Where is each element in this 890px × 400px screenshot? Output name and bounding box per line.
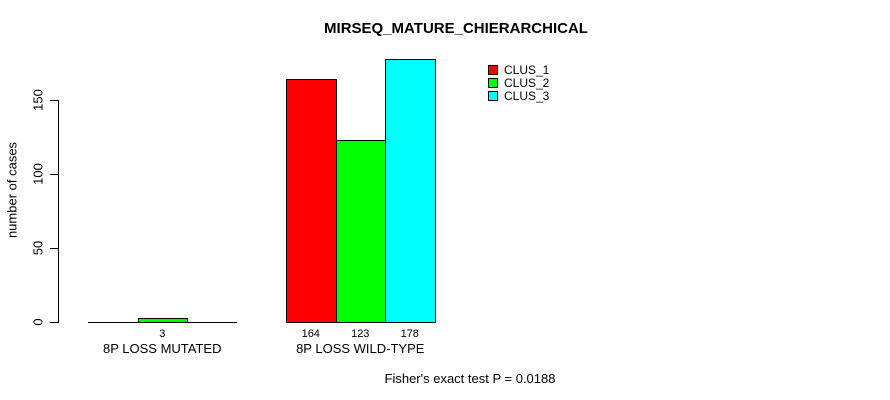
bar-value-label: 178 <box>400 328 419 340</box>
bar-value-label: 3 <box>159 328 166 340</box>
bar-clus_2-2 <box>335 140 386 323</box>
y-tick-mark <box>50 248 58 249</box>
y-tick-label: 150 <box>30 89 46 111</box>
legend-label: CLUS_2 <box>504 76 550 90</box>
chart-title: MIRSEQ_MATURE_CHIERARCHICAL <box>324 20 588 37</box>
bar-clus_1-2 <box>286 79 337 323</box>
legend-label: CLUS_1 <box>504 63 550 77</box>
y-tick-mark <box>50 174 58 175</box>
category-label: 8P LOSS MUTATED <box>103 341 222 356</box>
category-label: 8P LOSS WILD-TYPE <box>296 341 425 356</box>
legend-swatch-icon <box>488 91 498 101</box>
chart-legend: CLUS_1 CLUS_2 CLUS_3 <box>488 64 549 103</box>
bar-value-label: 123 <box>351 328 370 340</box>
bar-clus_3-2 <box>385 59 436 323</box>
y-tick-label: 100 <box>30 163 46 185</box>
y-tick-mark <box>50 100 58 101</box>
legend-swatch-icon <box>488 65 498 75</box>
y-tick-label: 0 <box>30 318 46 326</box>
legend-label: CLUS_3 <box>504 89 550 103</box>
bar-value-label: 164 <box>301 328 320 340</box>
bar-clus_2-1 <box>137 318 188 323</box>
stat-test-annotation: Fisher's exact test P = 0.0188 <box>384 371 556 386</box>
legend-item-clus_1: CLUS_1 <box>488 64 549 76</box>
legend-item-clus_2: CLUS_2 <box>488 77 549 89</box>
y-tick-label: 50 <box>30 240 46 256</box>
y-axis-line <box>58 100 59 323</box>
y-tick-mark <box>50 322 58 323</box>
legend-swatch-icon <box>488 78 498 88</box>
legend-item-clus_3: CLUS_3 <box>488 90 549 102</box>
